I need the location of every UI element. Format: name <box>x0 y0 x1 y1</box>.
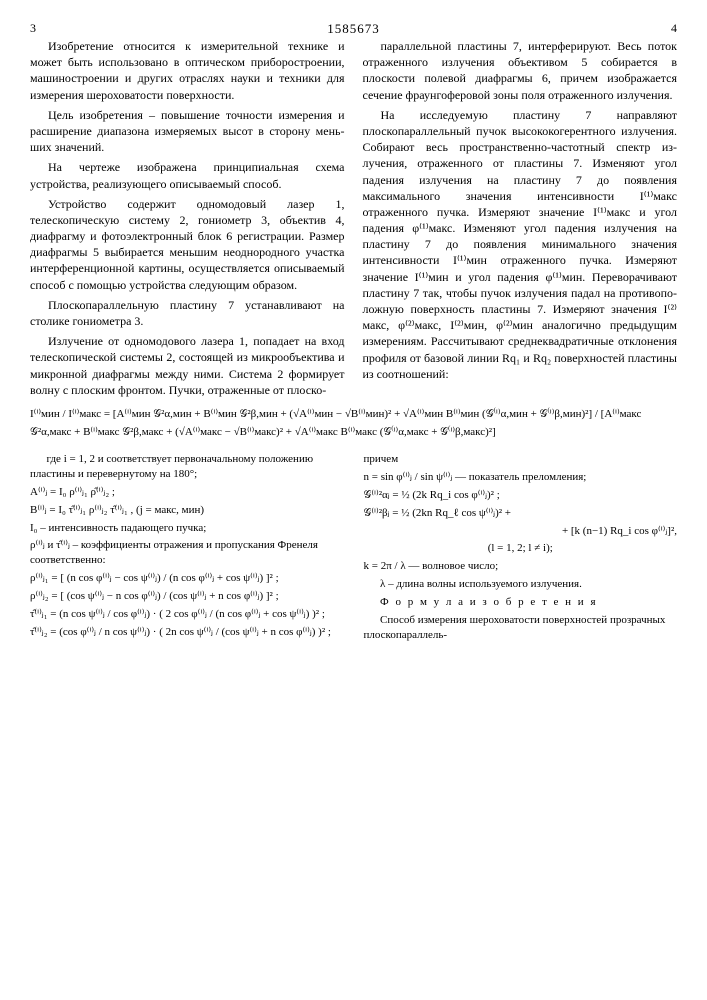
para: Излучение от одномодового лазера 1, попа… <box>30 333 345 398</box>
main-formula: I⁽ⁱ⁾мин / I⁽ⁱ⁾макс = [A⁽ⁱ⁾мин 𝒢²α,мин + … <box>30 406 677 441</box>
def: ρ⁽ⁱ⁾ⱼ и τ̂⁽ⁱ⁾ⱼ – коэффициенты отражения … <box>30 538 344 568</box>
para: Плоскопараллельную пластину 7 ус­танавли… <box>30 297 345 329</box>
def: τ̂⁽ⁱ⁾ⱼ₂ = (cos φ⁽ⁱ⁾ⱼ / n cos ψ⁽ⁱ⁾ⱼ) · ( … <box>30 625 344 640</box>
def: 𝒢⁽ⁱ⁾²αⱼ = ½ (2k Rq_i cos φ⁽ⁱ⁾ⱼ)² ; <box>364 488 678 503</box>
def: τ̂⁽ⁱ⁾ⱼ₁ = (n cos ψ⁽ⁱ⁾ⱼ / cos φ⁽ⁱ⁾ⱼ) · ( … <box>30 607 344 622</box>
def: ρ⁽ⁱ⁾ⱼ₂ = [ (cos ψ⁽ⁱ⁾ⱼ − n cos φ⁽ⁱ⁾ⱼ) / (… <box>30 589 344 604</box>
para: На исследуемую пластину 7 направ­ляют пл… <box>363 107 678 382</box>
def: ρ⁽ⁱ⁾ⱼ₁ = [ (n cos φ⁽ⁱ⁾ⱼ − cos ψ⁽ⁱ⁾ⱼ) / (… <box>30 571 344 586</box>
def: причем <box>364 452 678 467</box>
para: Устройство содержит одномодовый лазер 1,… <box>30 196 345 293</box>
para: Цель изобретения – повышение точ­ности и… <box>30 107 345 156</box>
claims-heading: Ф о р м у л а и з о б р е т е н и я <box>364 595 678 610</box>
def: k = 2π / λ — волновое число; <box>364 559 678 574</box>
defs-right: причем n = sin φ⁽ⁱ⁾ⱼ / sin ψ⁽ⁱ⁾ⱼ — показ… <box>364 449 678 645</box>
def: где i = 1, 2 и соответствует перво­начал… <box>30 452 344 482</box>
page-num-left: 3 <box>30 20 36 36</box>
def: + [k (n−1) Rq_i cos φ⁽ⁱ⁾ⱼ]², <box>364 524 678 539</box>
def: I₀ – интенсивность падающего пуч­ка; <box>30 521 344 536</box>
def: B⁽ⁱ⁾ⱼ = I₀ τ̂⁽ⁱ⁾ⱼ₁ ρ⁽ⁱ⁾ⱼ₂ τ̂⁽ⁱ⁾ⱼ₁ , (j =… <box>30 503 344 518</box>
text-columns: Изобретение относится к измери­тельной т… <box>30 38 677 398</box>
formula-text: I⁽ⁱ⁾мин / I⁽ⁱ⁾макс = [A⁽ⁱ⁾мин 𝒢²α,мин + … <box>30 408 641 438</box>
def: 𝒢⁽ⁱ⁾²βⱼ = ½ (2kn Rq_ℓ cos ψ⁽ⁱ⁾ⱼ)² + <box>364 506 678 521</box>
para: На чертеже изображена принципиаль­ная сх… <box>30 159 345 191</box>
page-header: 3 1585673 4 <box>30 20 677 38</box>
para: параллельной пластины 7, интерфери­руют.… <box>363 38 678 103</box>
def: n = sin φ⁽ⁱ⁾ⱼ / sin ψ⁽ⁱ⁾ⱼ — показатель п… <box>364 470 678 485</box>
definitions: где i = 1, 2 и соответствует перво­начал… <box>30 449 677 645</box>
def: λ – длина волны используемо­го излучения… <box>364 577 678 592</box>
para: Изобретение относится к измери­тельной т… <box>30 38 345 103</box>
def: Способ измерения шероховатости по­верхно… <box>364 613 678 643</box>
page-num-right: 4 <box>671 20 677 36</box>
patent-number: 1585673 <box>327 20 380 38</box>
def: A⁽ⁱ⁾ⱼ = I₀ ρ⁽ⁱ⁾ⱼ₁ ρ̂⁽ⁱ⁾ⱼ₂ ; <box>30 485 344 500</box>
defs-left: где i = 1, 2 и соответствует перво­начал… <box>30 449 344 645</box>
def: (l = 1, 2; l ≠ i); <box>364 541 678 556</box>
